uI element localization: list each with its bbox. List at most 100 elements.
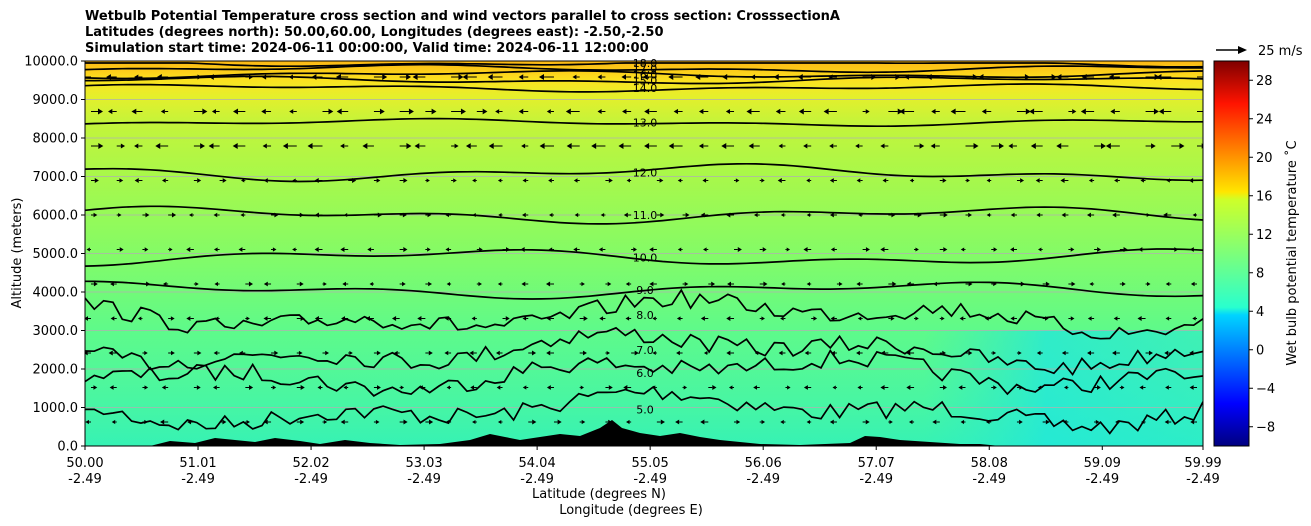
wind-vector-head bbox=[144, 350, 148, 356]
wind-vector-head bbox=[402, 281, 406, 287]
wind-vector-head bbox=[1141, 420, 1145, 424]
wind-vector-head bbox=[365, 315, 370, 322]
x-tick-label-lat: 55.05 bbox=[632, 456, 669, 471]
wind-vector-head bbox=[932, 419, 937, 425]
wind-vector-head bbox=[1108, 74, 1114, 80]
plot-area: 5.06.07.08.09.010.011.012.013.014.015.01… bbox=[84, 57, 1212, 447]
wind-vector-head bbox=[908, 419, 913, 425]
wind-vector-head bbox=[498, 213, 502, 217]
contour-labels: 5.06.07.08.09.010.011.012.013.014.015.01… bbox=[633, 57, 658, 416]
wind-vector-head bbox=[110, 316, 115, 321]
wind-vector-head bbox=[94, 178, 99, 183]
wind-vector-head bbox=[798, 108, 804, 115]
wind-vector-head bbox=[1189, 385, 1194, 390]
wind-vector-head bbox=[1070, 247, 1075, 252]
wind-vector-head bbox=[950, 108, 956, 115]
wind-vector-head bbox=[1037, 385, 1042, 390]
wind-vector-head bbox=[469, 350, 474, 356]
wind-vector-head bbox=[1207, 109, 1212, 115]
wind-vector-head bbox=[325, 350, 330, 356]
contour-line bbox=[85, 288, 1203, 340]
wind-vector-head bbox=[160, 109, 165, 114]
wind-vector-head bbox=[625, 316, 630, 321]
wind-vector-head bbox=[581, 419, 586, 425]
wind-vector-head bbox=[197, 74, 202, 80]
wind-vector-head bbox=[659, 178, 664, 183]
wind-vector-head bbox=[521, 281, 526, 287]
wind-vector-head bbox=[317, 385, 321, 390]
wind-vector-head bbox=[403, 419, 408, 425]
wind-vector-head bbox=[106, 74, 111, 80]
y-axis-label: Altitude (meters) bbox=[10, 198, 25, 309]
gridlines bbox=[85, 99, 1203, 408]
wind-vector-head bbox=[379, 108, 385, 115]
wind-vector-head bbox=[539, 74, 545, 80]
wind-vector-head bbox=[137, 316, 142, 321]
wind-vector-head bbox=[930, 143, 936, 149]
wind-vector-head bbox=[377, 212, 382, 218]
quiver-key-label: 25 m/s bbox=[1258, 44, 1303, 59]
wind-vector-head bbox=[1112, 212, 1117, 218]
wind-vector-head bbox=[597, 109, 602, 114]
wind-vector-head bbox=[546, 109, 551, 114]
wind-vector-head bbox=[856, 350, 860, 356]
wind-vector-head bbox=[479, 247, 483, 252]
contour-label: 15.0 bbox=[633, 74, 658, 87]
wind-vector-head bbox=[299, 281, 304, 287]
wind-vector-head bbox=[472, 419, 476, 425]
wind-vector-head bbox=[108, 350, 113, 356]
wind-vector-head bbox=[813, 316, 818, 321]
colorbar-tick-label: 24 bbox=[1256, 112, 1273, 127]
wind-vector-head bbox=[566, 143, 572, 149]
wind-vector-head bbox=[676, 350, 680, 356]
wind-vector-head bbox=[695, 74, 701, 80]
wind-vector-head bbox=[272, 385, 277, 390]
wind-vector-head bbox=[775, 108, 781, 115]
wind-vector-head bbox=[1165, 281, 1170, 287]
wind-vector-head bbox=[830, 247, 835, 252]
wind-vector-head bbox=[299, 212, 304, 218]
y-axis: 0.0 1000.0 2000.0 3000.0 4000.0 5000.0 6000.0 7… bbox=[24, 55, 85, 455]
wind-vector-head bbox=[497, 419, 502, 425]
wind-vector-head bbox=[196, 385, 201, 390]
wind-vector-head bbox=[1036, 212, 1041, 218]
y-tick-label: 5000.0 bbox=[33, 247, 79, 262]
wind-vector-head bbox=[858, 213, 862, 217]
wind-vector-head bbox=[1097, 385, 1101, 390]
wind-vector-head bbox=[668, 143, 674, 149]
wind-vector-head bbox=[780, 316, 784, 321]
y-tick-label: 10000.0 bbox=[24, 55, 78, 70]
wind-vector-head bbox=[403, 178, 408, 183]
wind-vector-head bbox=[471, 316, 476, 321]
x-tick-label-lat: 51.01 bbox=[179, 456, 216, 471]
wind-vector-head bbox=[214, 281, 218, 287]
wind-vector-head bbox=[1036, 350, 1041, 356]
wind-vector-head bbox=[187, 419, 192, 425]
wind-vector-head bbox=[314, 212, 319, 218]
wind-vector-head bbox=[342, 281, 347, 287]
wind-vector-head bbox=[823, 108, 829, 115]
wind-vector-head bbox=[97, 108, 103, 115]
wind-vector-head bbox=[960, 247, 965, 252]
wind-vector-head bbox=[505, 247, 511, 252]
wind-vector-head bbox=[726, 212, 731, 218]
wind-vector-head bbox=[1192, 213, 1196, 217]
wind-vector-head bbox=[722, 74, 728, 80]
wind-vector-head bbox=[1156, 74, 1162, 80]
wind-vector-head bbox=[1080, 108, 1086, 115]
wind-vector-head bbox=[998, 143, 1004, 149]
wind-vector-head bbox=[557, 419, 562, 425]
wind-vector-head bbox=[803, 385, 808, 390]
wind-vector-head bbox=[652, 351, 656, 355]
wind-vector-head bbox=[402, 212, 407, 218]
wind-vector-head bbox=[806, 178, 810, 183]
wind-vector-head bbox=[444, 316, 449, 321]
wind-vector-head bbox=[651, 385, 656, 390]
wind-vector-head bbox=[712, 384, 717, 391]
contour-line bbox=[85, 326, 1203, 376]
wind-vector-head bbox=[761, 419, 766, 425]
wind-vector-head bbox=[780, 419, 784, 425]
wind-vector-head bbox=[427, 212, 432, 218]
wind-vector-head bbox=[197, 178, 202, 183]
wind-vector-head bbox=[1192, 316, 1196, 321]
